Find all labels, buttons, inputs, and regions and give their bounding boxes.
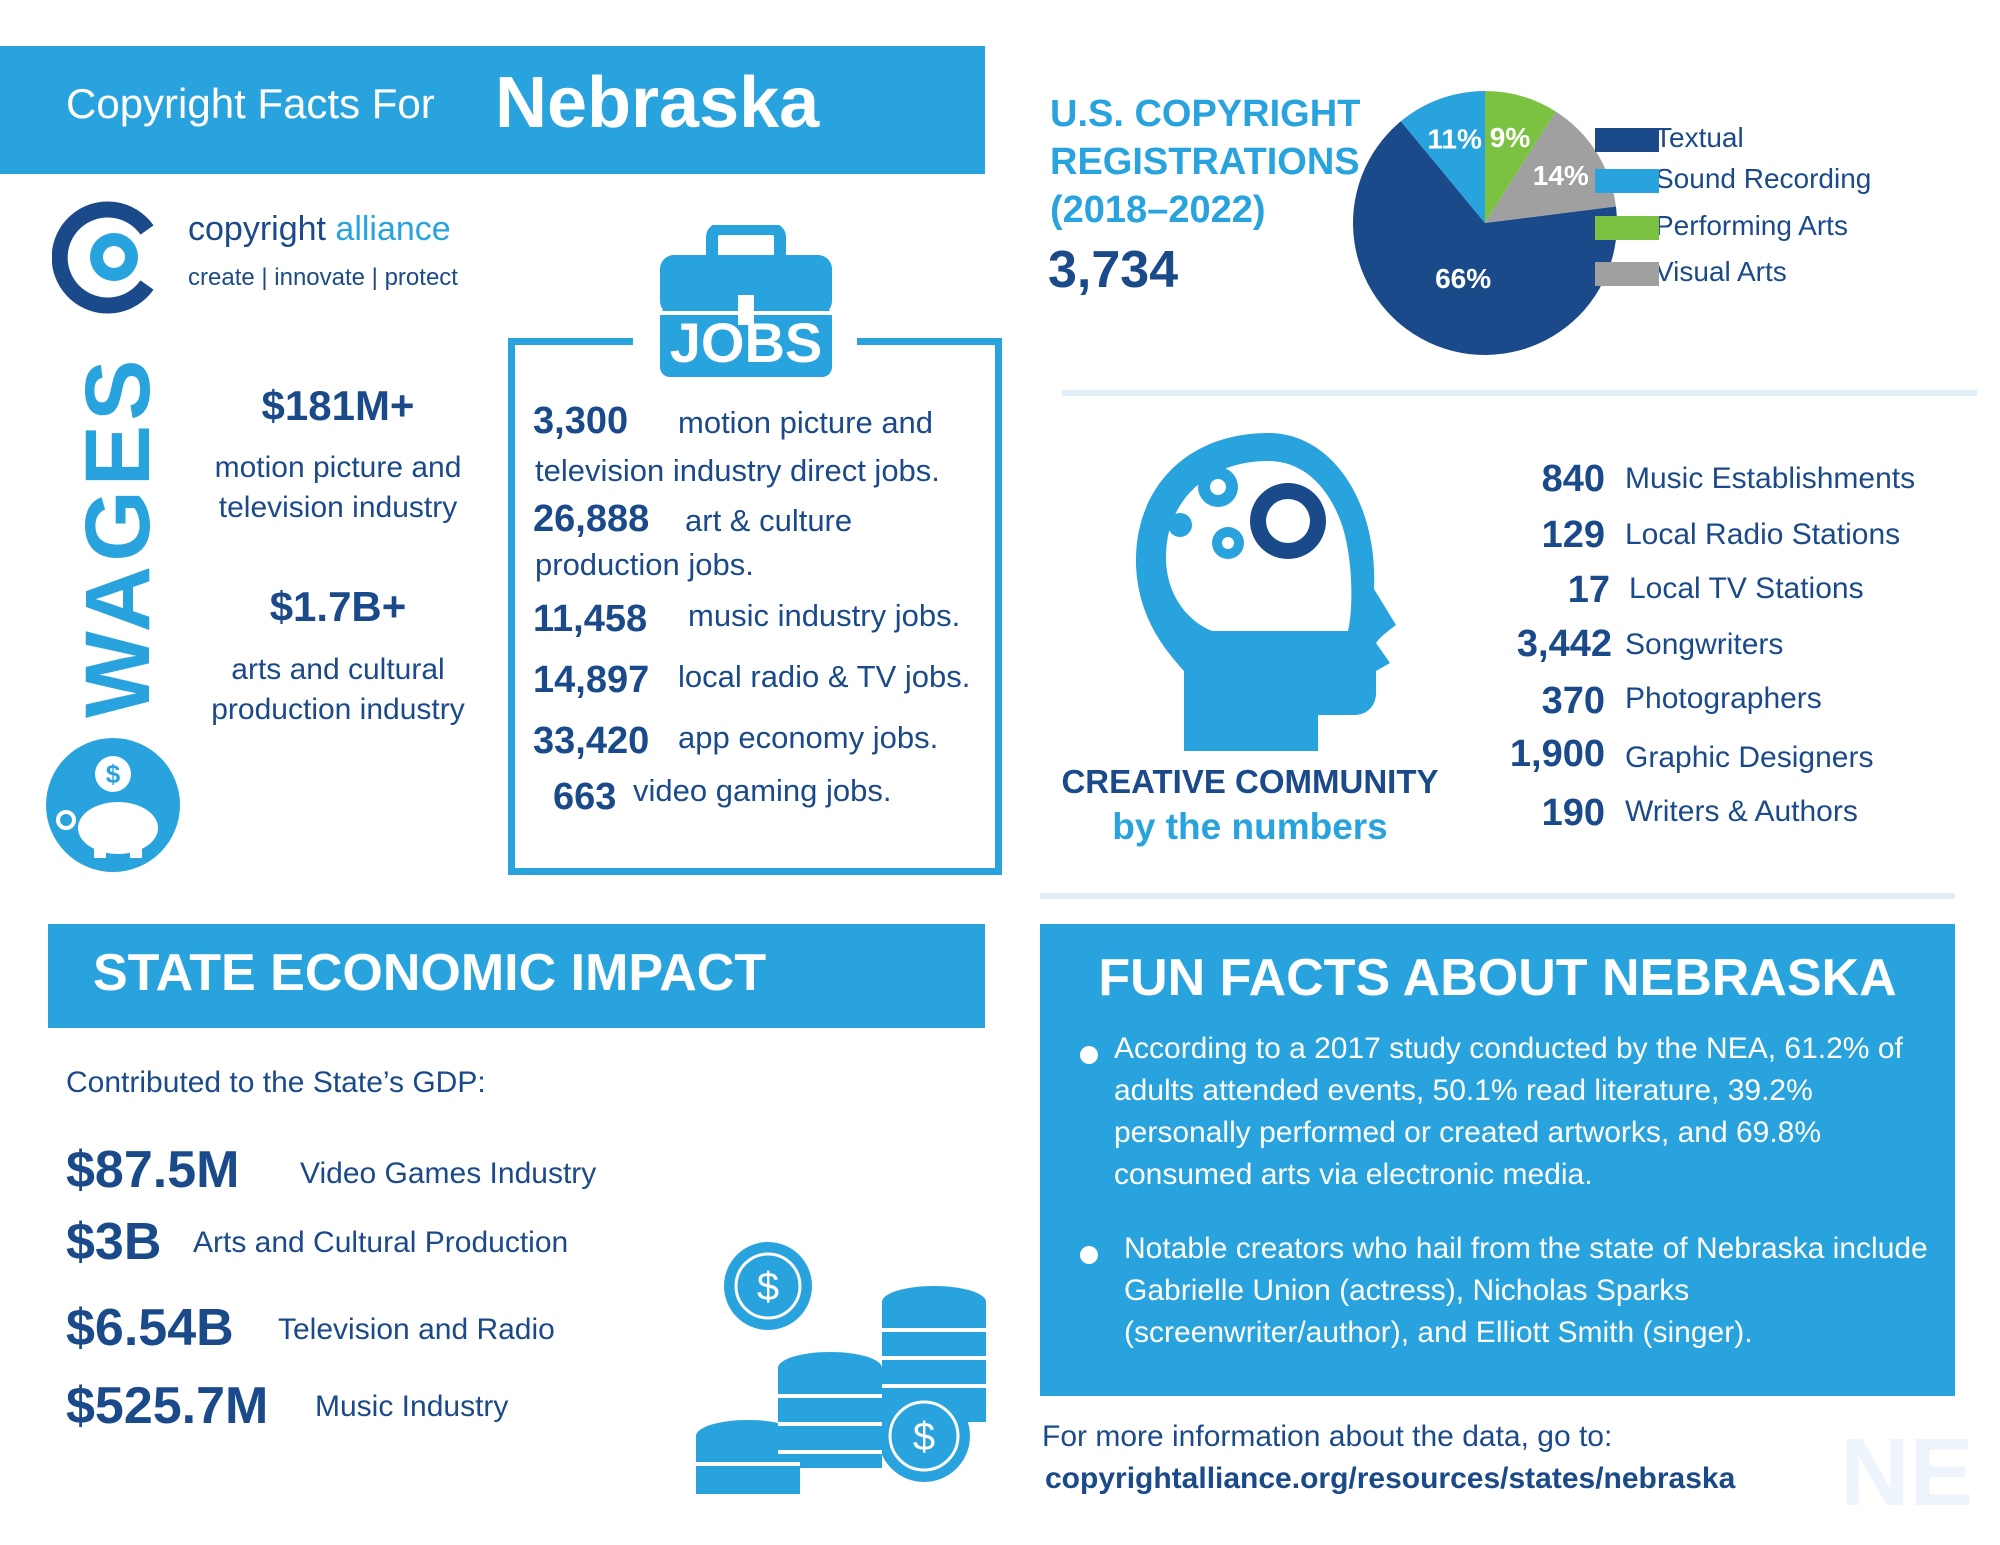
gdp-label: Arts and Cultural Production bbox=[193, 1226, 569, 1259]
job-number: 663 bbox=[553, 776, 617, 818]
legend-item: Sound Recording bbox=[1595, 163, 1871, 195]
gdp-amount: $525.7M bbox=[66, 1377, 269, 1435]
creative-community-title: CREATIVE COMMUNITY bbox=[1061, 763, 1439, 800]
bullet-icon bbox=[1080, 1246, 1098, 1264]
legend-item: Textual bbox=[1595, 122, 1744, 154]
jobs-box-top-left bbox=[508, 338, 633, 345]
economic-impact-band bbox=[48, 924, 985, 1028]
logo-tagline: create | innovate | protect bbox=[188, 264, 458, 291]
job-number: 11,458 bbox=[533, 598, 648, 640]
legend-swatch bbox=[1595, 262, 1659, 286]
jobs-heading: JOBS bbox=[669, 311, 823, 374]
creative-count: 129 bbox=[1541, 514, 1605, 556]
pie-label: 66% bbox=[1435, 263, 1491, 294]
state-abbreviation-watermark: NE bbox=[1840, 1419, 1974, 1526]
creative-count: 1,900 bbox=[1509, 733, 1605, 775]
job-number: 33,420 bbox=[533, 720, 650, 762]
pie-slice-visual-arts bbox=[1485, 111, 1616, 223]
pie-slice-textual bbox=[1353, 121, 1617, 355]
fun-facts-band bbox=[1040, 924, 1955, 1396]
wage-amount: $181M+ bbox=[261, 382, 415, 429]
economic-impact-title: STATE ECONOMIC IMPACT bbox=[93, 944, 767, 1002]
job-description: video gaming jobs. bbox=[633, 773, 892, 808]
more-info-text: For more information about the data, go … bbox=[1042, 1420, 1613, 1453]
toolbox-icon bbox=[660, 225, 832, 377]
header-state-name: Nebraska bbox=[495, 63, 820, 143]
registrations-total: 3,734 bbox=[1048, 241, 1179, 299]
legend-swatch bbox=[1595, 128, 1659, 152]
head-gears-icon bbox=[1135, 433, 1396, 751]
creative-community-subtitle: by the numbers bbox=[1112, 806, 1388, 847]
job-number: 3,300 bbox=[533, 400, 629, 442]
job-description: music industry jobs. bbox=[688, 598, 961, 633]
creative-label: Photographers bbox=[1625, 682, 1822, 715]
fun-fact: Notable creators who hail from the state… bbox=[1124, 1232, 1928, 1349]
more-info-link[interactable]: copyrightalliance.org/resources/states/n… bbox=[1045, 1462, 1736, 1495]
job-description: production jobs. bbox=[535, 547, 754, 582]
bullet-icon bbox=[1080, 1046, 1098, 1064]
registrations-pie-chart: 9%14% 66% 11% bbox=[1353, 91, 1617, 355]
piggy-bank-icon: $ bbox=[46, 738, 180, 872]
gdp-label: Television and Radio bbox=[278, 1313, 555, 1346]
creative-label: Local Radio Stations bbox=[1625, 518, 1901, 551]
creative-label: Writers & Authors bbox=[1625, 795, 1858, 828]
job-description: motion picture and bbox=[678, 405, 934, 440]
svg-text:$: $ bbox=[757, 1265, 779, 1309]
gdp-label: Music Industry bbox=[315, 1390, 509, 1423]
job-number: 14,897 bbox=[533, 659, 650, 701]
fun-facts-title: FUN FACTS ABOUT NEBRASKA bbox=[1098, 949, 1897, 1007]
legend-item: Performing Arts bbox=[1595, 210, 1848, 242]
creative-count: 190 bbox=[1541, 792, 1605, 834]
logo-wordmark: copyright alliance bbox=[188, 210, 451, 248]
wage-description: motion picture and television industry bbox=[214, 451, 462, 524]
creative-count: 3,442 bbox=[1516, 623, 1612, 665]
creative-label: Local TV Stations bbox=[1629, 572, 1864, 605]
svg-text:$: $ bbox=[106, 759, 121, 789]
job-description: art & culture bbox=[685, 503, 853, 538]
gdp-amount: $6.54B bbox=[66, 1299, 234, 1357]
jobs-box-top-right bbox=[857, 338, 995, 345]
registrations-title: U.S. COPYRIGHT REGISTRATIONS (2018–2022) bbox=[1050, 93, 1361, 231]
pie-label: 9% bbox=[1490, 122, 1531, 153]
creative-count: 370 bbox=[1541, 680, 1605, 722]
creative-count: 840 bbox=[1541, 458, 1605, 500]
job-description: television industry direct jobs. bbox=[535, 453, 940, 488]
header-band bbox=[0, 46, 985, 174]
header-prefix: Copyright Facts For bbox=[66, 80, 435, 127]
creative-label: Music Establishments bbox=[1625, 462, 1916, 495]
legend-swatch bbox=[1595, 216, 1659, 240]
job-description: app economy jobs. bbox=[678, 720, 939, 755]
gdp-amount: $87.5M bbox=[66, 1141, 240, 1199]
legend-swatch bbox=[1595, 169, 1659, 193]
pie-slice-performing-arts bbox=[1485, 91, 1556, 223]
creative-label: Songwriters bbox=[1625, 628, 1784, 661]
coin-stacks-icon: $ $ bbox=[696, 1242, 986, 1494]
svg-text:$: $ bbox=[913, 1415, 935, 1459]
wages-heading: WAGES bbox=[67, 355, 169, 718]
creative-label: Graphic Designers bbox=[1625, 741, 1874, 774]
gdp-amount: $3B bbox=[66, 1213, 162, 1271]
economic-impact-subtitle: Contributed to the State’s GDP: bbox=[66, 1066, 486, 1099]
pie-label: 14% bbox=[1533, 160, 1589, 191]
jobs-box bbox=[508, 338, 1002, 875]
legend-item: Visual Arts bbox=[1595, 256, 1787, 288]
wage-amount: $1.7B+ bbox=[269, 583, 407, 630]
wage-description: arts and cultural production industry bbox=[211, 653, 465, 726]
creative-count: 17 bbox=[1567, 569, 1610, 611]
job-description: local radio & TV jobs. bbox=[678, 659, 971, 694]
gdp-label: Video Games Industry bbox=[300, 1157, 597, 1190]
pie-slice-sound-recording bbox=[1400, 91, 1485, 223]
pie-label: 11% bbox=[1427, 124, 1482, 155]
divider bbox=[1062, 390, 1977, 396]
divider bbox=[1040, 893, 1955, 899]
fun-fact: According to a 2017 study conducted by t… bbox=[1114, 1032, 1903, 1191]
copyright-alliance-logo-icon bbox=[52, 201, 154, 314]
job-number: 26,888 bbox=[533, 498, 650, 540]
